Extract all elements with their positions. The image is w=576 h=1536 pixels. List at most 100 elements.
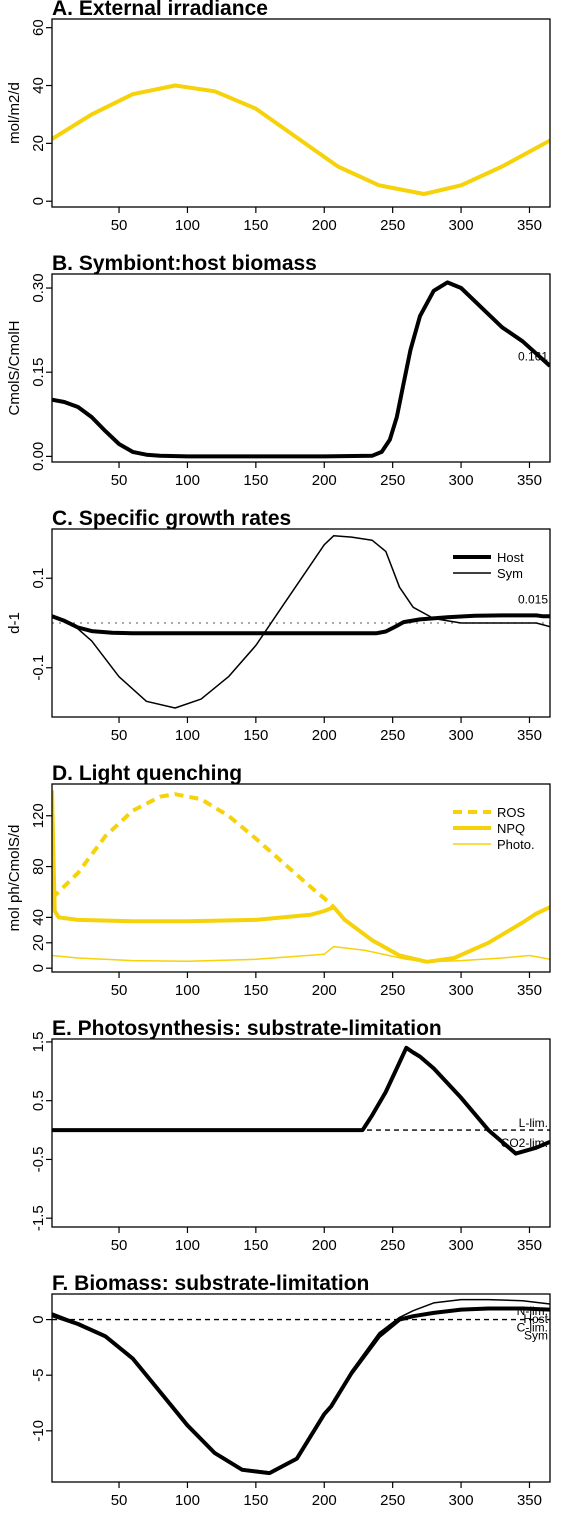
x-tick-label: 100 [175, 727, 200, 744]
y-axis-label: mol ph/CmolS/d [6, 825, 23, 932]
plot-frame [51, 783, 551, 973]
y-tick-label: 0.5 [30, 1090, 47, 1111]
legend-label: NPQ [497, 821, 525, 836]
annotation-label: 0.015 [518, 593, 548, 607]
y-tick-label: 120 [30, 803, 47, 828]
y-tick-label: 60 [30, 19, 47, 36]
y-tick-label: -10 [30, 1420, 47, 1442]
x-tick-label: 150 [243, 472, 268, 489]
x-tick-label: 200 [312, 727, 337, 744]
panel-title-e: E. Photosynthesis: substrate-limitation [52, 1017, 442, 1040]
panel-b: B. Symbiont:host biomass 50 100 150 200 250 30… [6, 252, 551, 489]
x-tick-label: 300 [449, 1492, 474, 1509]
x-tick-label: 150 [243, 217, 268, 234]
x-tick-label: 200 [312, 982, 337, 999]
x-tick-label: 350 [517, 472, 542, 489]
series-line-ros [52, 792, 336, 909]
x-tick-label: 50 [111, 1492, 128, 1509]
panel-title-f: F. Biomass: substrate-limitation [52, 1272, 369, 1295]
x-tick-label: 100 [175, 1492, 200, 1509]
y-tick-label: -5 [30, 1369, 47, 1382]
x-tick-label: 300 [449, 472, 474, 489]
x-tick-label: 50 [111, 982, 128, 999]
annotation-label: L-lim. [519, 1116, 548, 1130]
y-axis-label: d-1 [6, 612, 23, 634]
series-line-sym [52, 1298, 550, 1473]
plot-frame [51, 18, 551, 208]
y-tick-label: 0.15 [30, 358, 47, 387]
y-tick-label: 0 [30, 1315, 47, 1323]
x-tick-label: 50 [111, 727, 128, 744]
plot-frame [51, 528, 551, 718]
x-tick-label: 250 [380, 472, 405, 489]
y-tick-label: 0 [30, 964, 47, 972]
y-tick-label: 0.1 [30, 568, 47, 589]
series-line-npq [52, 790, 550, 964]
panel-f: F. Biomass: substrate-limitation 50 100 150… [30, 1272, 551, 1509]
x-tick-label: 200 [312, 472, 337, 489]
x-tick-label: 300 [449, 727, 474, 744]
series-line-1 [52, 83, 550, 196]
x-tick-label: 100 [175, 472, 200, 489]
annotation-label: CO2-lim. [501, 1136, 548, 1150]
legend-label: Sym [497, 566, 523, 581]
series-line-1 [52, 280, 550, 459]
legend-label: Host [497, 550, 524, 565]
plot-frame [51, 1038, 551, 1228]
panel-c: C. Specific growth rates 50 100 150 200 250 30… [6, 507, 551, 744]
x-tick-label: 150 [243, 727, 268, 744]
x-tick-label: 50 [111, 1237, 128, 1254]
y-tick-label: 20 [30, 135, 47, 152]
x-tick-label: 250 [380, 217, 405, 234]
panel-d: D. Light quenching 50 100 150 200 250 300 350 0 2… [6, 762, 551, 999]
y-tick-label: 20 [30, 934, 47, 951]
y-tick-label: 40 [30, 909, 47, 926]
x-tick-label: 150 [243, 982, 268, 999]
y-tick-label: 40 [30, 77, 47, 94]
annotation-label: Sym [524, 1329, 548, 1343]
y-axis-label: mol/m2/d [6, 82, 23, 144]
annotation-label: Host [523, 1312, 548, 1326]
series-line-host [52, 613, 550, 636]
x-tick-label: 300 [449, 1237, 474, 1254]
x-tick-label: 100 [175, 217, 200, 234]
y-tick-label: -0.5 [30, 1147, 47, 1173]
x-tick-label: 200 [312, 1237, 337, 1254]
x-tick-label: 250 [380, 1237, 405, 1254]
x-tick-label: 100 [175, 1237, 200, 1254]
legend-label: Photo. [497, 837, 535, 852]
panel-title-b: B. Symbiont:host biomass [52, 252, 317, 275]
x-tick-label: 350 [517, 217, 542, 234]
y-tick-label: 0 [30, 197, 47, 205]
x-tick-label: 350 [517, 982, 542, 999]
x-tick-label: 200 [312, 217, 337, 234]
x-tick-label: 200 [312, 1492, 337, 1509]
panel-title-a: A. External irradiance [52, 0, 268, 20]
y-tick-label: 0.00 [30, 442, 47, 471]
plot-frame [51, 1293, 551, 1483]
y-tick-label: -0.1 [30, 655, 47, 681]
x-tick-label: 250 [380, 982, 405, 999]
x-tick-label: 250 [380, 1492, 405, 1509]
legend-label: ROS [497, 805, 526, 820]
y-tick-label: 1.5 [30, 1032, 47, 1053]
x-tick-label: 150 [243, 1237, 268, 1254]
x-tick-label: 100 [175, 982, 200, 999]
x-tick-label: 300 [449, 217, 474, 234]
y-tick-label: 0.30 [30, 273, 47, 302]
y-axis-label: CmolS/CmolH [6, 320, 23, 415]
plot-frame [51, 273, 551, 463]
annotation-label: 0.161 [518, 349, 548, 363]
series-line-1 [52, 1045, 550, 1156]
x-tick-label: 350 [517, 1492, 542, 1509]
x-tick-label: 350 [517, 1237, 542, 1254]
x-tick-label: 150 [243, 1492, 268, 1509]
x-tick-label: 50 [111, 472, 128, 489]
panel-title-d: D. Light quenching [52, 762, 242, 785]
series-line-sym [52, 534, 550, 709]
series-line-host [52, 1306, 550, 1476]
